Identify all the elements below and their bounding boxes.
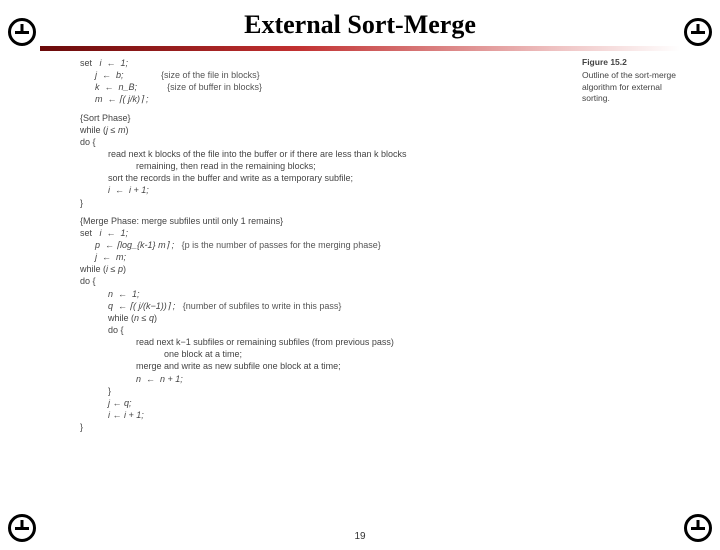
kw-set2: set bbox=[80, 228, 92, 238]
sort-b1: read next k blocks of the file into the … bbox=[80, 148, 662, 160]
merge-w2: while (n ≤ q) bbox=[108, 313, 157, 323]
merge-do2: do { bbox=[80, 324, 662, 336]
merge-j2: j ← q; bbox=[80, 397, 662, 409]
sort-do: do { bbox=[80, 136, 662, 148]
ornament-icon bbox=[8, 18, 36, 46]
title-underline bbox=[40, 46, 680, 51]
init-l3c: {size of buffer in blocks} bbox=[167, 82, 262, 92]
sort-b3: i ← i + 1; bbox=[80, 184, 662, 196]
merge-m2: p ← ⌈log_{k-1} m⌉ ; bbox=[95, 240, 174, 250]
merge-n2c: {number of subfiles to write in this pas… bbox=[183, 301, 342, 311]
slide-title: External Sort-Merge bbox=[0, 10, 720, 40]
init-l2c: {size of the file in blocks} bbox=[161, 70, 260, 80]
ornament-icon bbox=[8, 514, 36, 542]
algorithm-body: Figure 15.2 Outline of the sort-merge al… bbox=[80, 57, 662, 433]
ornament-icon bbox=[684, 514, 712, 542]
merge-r1: read next k−1 subfiles or remaining subf… bbox=[80, 336, 662, 348]
kw-set: set bbox=[80, 58, 92, 68]
merge-n1: n ← 1; bbox=[80, 288, 662, 300]
merge-do1: do { bbox=[80, 275, 662, 287]
merge-m3: j ← m; bbox=[95, 252, 126, 262]
merge-i2: i ← i + 1; bbox=[80, 409, 662, 421]
init-l3: k ← n_B; bbox=[95, 82, 137, 92]
sort-close: } bbox=[80, 197, 662, 209]
merge-n2: q ← ⌈( j/(k−1))⌉ ; bbox=[108, 301, 175, 311]
merge-m2c: {p is the number of passes for the mergi… bbox=[182, 240, 381, 250]
init-l2: j ← b; bbox=[95, 70, 124, 80]
ornament-icon bbox=[684, 18, 712, 46]
figure-text: Outline of the sort-merge algorithm for … bbox=[582, 70, 692, 104]
sort-b1b: remaining, then read in the remaining bl… bbox=[80, 160, 662, 172]
page-number: 19 bbox=[354, 531, 365, 542]
sort-while: while (j ≤ m) bbox=[80, 125, 128, 135]
merge-r2: merge and write as new subfile one block… bbox=[80, 360, 662, 372]
init-l1: i ← 1; bbox=[100, 58, 129, 68]
merge-m1: i ← 1; bbox=[100, 228, 129, 238]
figure-caption: Figure 15.2 Outline of the sort-merge al… bbox=[582, 57, 692, 105]
merge-heading: {Merge Phase: merge subfiles until only … bbox=[80, 209, 662, 227]
merge-close2: } bbox=[80, 385, 662, 397]
merge-close1: } bbox=[80, 421, 662, 433]
sort-heading: {Sort Phase} bbox=[80, 106, 662, 124]
figure-number: Figure 15.2 bbox=[582, 57, 692, 68]
init-l4: m ← ⌈( j/k)⌉ ; bbox=[95, 94, 149, 104]
sort-b2: sort the records in the buffer and write… bbox=[80, 172, 662, 184]
merge-r1b: one block at a time; bbox=[80, 348, 662, 360]
algorithm: set i ← 1; j ← b; {size of the file in b… bbox=[80, 57, 662, 433]
merge-w1: while (i ≤ p) bbox=[80, 264, 126, 274]
merge-r3: n ← n + 1; bbox=[80, 373, 662, 385]
